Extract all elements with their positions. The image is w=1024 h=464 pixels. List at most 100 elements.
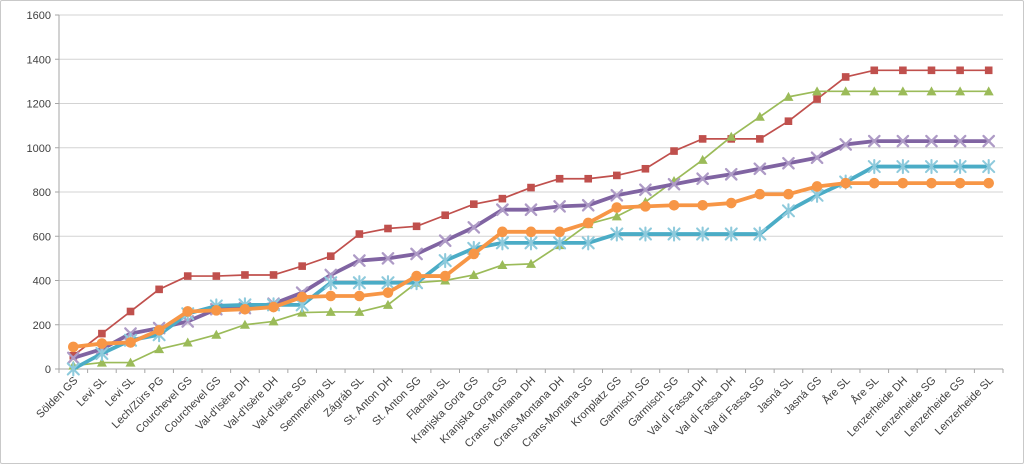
marker-circle — [497, 226, 508, 238]
marker-triangle — [611, 211, 622, 221]
marker-circle — [926, 177, 937, 189]
marker-circle — [611, 202, 623, 213]
marker-circle — [153, 324, 165, 336]
marker-asterisk — [924, 159, 939, 175]
marker-asterisk — [524, 235, 538, 251]
marker-triangle — [154, 344, 165, 354]
marker-square — [527, 183, 535, 192]
marker-asterisk — [867, 159, 881, 175]
marker-square — [927, 66, 936, 75]
marker-square — [956, 66, 964, 75]
marker-triangle — [726, 131, 737, 141]
marker-triangle — [354, 306, 365, 316]
marker-square — [984, 66, 993, 75]
marker-asterisk — [724, 226, 738, 242]
marker-square — [841, 73, 850, 81]
marker-square — [355, 230, 364, 238]
x-category-label: Åre SL — [820, 374, 853, 407]
marker-circle — [840, 177, 851, 189]
marker-circle — [668, 199, 680, 211]
y-tick-label: 1400 — [27, 54, 51, 66]
marker-square — [384, 224, 392, 233]
marker-square — [155, 285, 163, 294]
marker-circle — [983, 177, 994, 189]
marker-triangle — [382, 299, 393, 309]
marker-x — [867, 134, 881, 148]
marker-asterisk — [781, 203, 796, 219]
marker-x — [953, 134, 967, 148]
marker-asterisk — [381, 275, 395, 291]
marker-x — [896, 134, 910, 148]
marker-square — [899, 66, 907, 75]
x-category-label: Levi SL — [75, 375, 109, 409]
marker-triangle — [783, 91, 794, 101]
y-tick-label: 1000 — [27, 143, 51, 155]
marker-square — [469, 200, 478, 208]
y-tick-label: 400 — [33, 276, 51, 288]
marker-x — [982, 134, 996, 148]
marker-square — [212, 272, 221, 280]
y-tick-label: 200 — [33, 320, 51, 332]
marker-asterisk — [753, 226, 767, 242]
marker-x — [782, 156, 795, 170]
marker-asterisk — [953, 159, 967, 175]
marker-x — [410, 247, 423, 261]
marker-square — [412, 222, 421, 231]
marker-circle — [125, 337, 136, 348]
marker-square — [183, 272, 192, 280]
marker-asterisk — [553, 235, 567, 251]
marker-circle — [897, 177, 909, 189]
marker-x — [810, 151, 824, 165]
marker-triangle — [211, 329, 222, 339]
marker-circle — [811, 181, 823, 192]
marker-circle — [296, 291, 308, 303]
marker-triangle — [897, 86, 908, 96]
marker-triangle — [268, 316, 279, 326]
marker-x — [553, 200, 566, 213]
marker-x — [667, 177, 681, 191]
marker-x — [524, 203, 538, 217]
marker-triangle — [125, 357, 136, 367]
marker-x — [381, 252, 395, 265]
marker-circle — [582, 217, 594, 229]
marker-triangle — [96, 357, 107, 367]
marker-circle — [382, 287, 394, 298]
marker-square — [98, 329, 106, 338]
marker-circle — [954, 177, 966, 189]
marker-x — [753, 162, 767, 176]
marker-triangle — [754, 111, 765, 121]
marker-circle — [354, 290, 365, 302]
marker-square — [870, 66, 879, 75]
marker-triangle — [526, 258, 536, 268]
marker-triangle — [983, 86, 994, 96]
marker-x — [839, 138, 853, 151]
marker-asterisk — [581, 235, 595, 251]
marker-x — [66, 351, 80, 365]
marker-circle — [525, 226, 537, 238]
marker-circle — [182, 306, 194, 317]
marker-asterisk — [982, 159, 996, 175]
x-category-label: Sölden GS — [34, 375, 80, 421]
marker-square — [613, 171, 621, 180]
marker-square — [756, 135, 764, 143]
marker-square — [641, 164, 650, 173]
marker-x — [353, 254, 366, 267]
marker-circle — [68, 341, 79, 353]
marker-x — [639, 183, 652, 197]
marker-circle — [411, 270, 422, 282]
marker-asterisk — [66, 361, 80, 377]
marker-triangle — [840, 86, 851, 96]
marker-square — [326, 252, 335, 260]
marker-asterisk — [324, 275, 338, 291]
marker-square — [126, 307, 135, 316]
marker-asterisk — [610, 226, 624, 242]
marker-square — [784, 117, 793, 125]
y-tick-label: 1200 — [27, 99, 51, 111]
marker-circle — [783, 188, 794, 200]
marker-triangle — [182, 337, 193, 347]
marker-triangle — [955, 86, 966, 96]
marker-square — [813, 95, 821, 103]
marker-triangle — [926, 86, 937, 96]
